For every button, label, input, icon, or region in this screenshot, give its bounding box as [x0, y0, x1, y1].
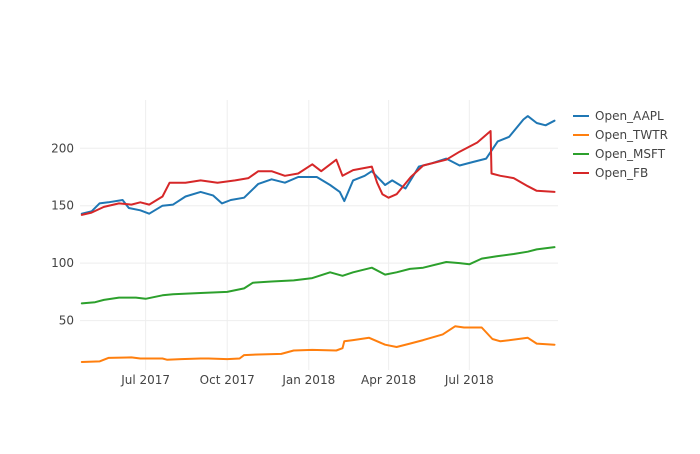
series-line-open-msft [80, 246, 556, 305]
plot-area [80, 115, 556, 363]
x-tick-label: Jul 2017 [120, 373, 170, 387]
x-tick-label: Jul 2018 [444, 373, 494, 387]
legend-label: Open_FB [595, 166, 648, 180]
series-line-open-fb [80, 130, 556, 216]
y-tick-label: 100 [51, 256, 74, 270]
y-tick-label: 150 [51, 199, 74, 213]
legend-item-open-msft[interactable]: Open_MSFT [573, 147, 666, 161]
gridlines [80, 100, 558, 370]
series-line-open-twtr [80, 325, 556, 363]
x-axis-ticks: Jul 2017 Oct 2017 Jan 2018 Apr 2018 Jul 2018 [120, 373, 494, 387]
legend-item-open-aapl[interactable]: Open_AAPL [573, 109, 664, 123]
y-axis-ticks: 50 100 150 200 [51, 141, 74, 327]
x-tick-label: Jan 2018 [281, 373, 335, 387]
legend-item-open-twtr[interactable]: Open_TWTR [573, 128, 668, 142]
legend-label: Open_TWTR [595, 128, 668, 142]
x-tick-label: Apr 2018 [361, 373, 416, 387]
legend-label: Open_AAPL [595, 109, 664, 123]
y-tick-label: 50 [59, 314, 74, 328]
series-line-open-aapl [80, 115, 556, 215]
x-tick-label: Oct 2017 [200, 373, 255, 387]
legend-label: Open_MSFT [595, 147, 666, 161]
legend[interactable]: Open_AAPL Open_TWTR Open_MSFT Open_FB [573, 109, 668, 180]
y-tick-label: 200 [51, 141, 74, 155]
legend-item-open-fb[interactable]: Open_FB [573, 166, 648, 180]
